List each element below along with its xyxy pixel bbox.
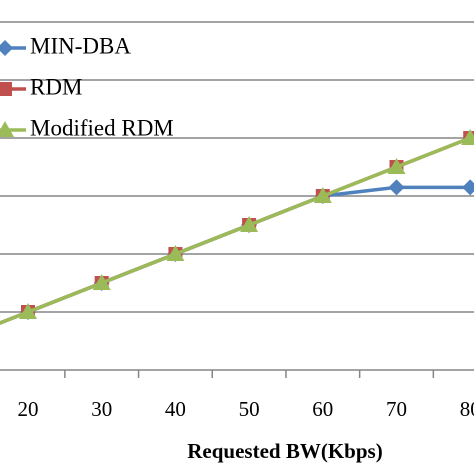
marker	[461, 129, 474, 146]
series-line	[0, 136, 471, 325]
legend: MIN-DBA RDM Modified RDM	[0, 33, 174, 140]
marker	[387, 158, 406, 175]
x-tick-label: 40	[165, 397, 186, 421]
series-line	[0, 185, 471, 325]
x-axis-label: Requested BW(Kbps)	[187, 439, 382, 463]
x-tick-label: 70	[386, 397, 407, 421]
marker	[166, 245, 185, 262]
marker	[92, 274, 111, 291]
legend-label: MIN-DBA	[30, 33, 131, 58]
x-tick-label: 60	[312, 397, 333, 421]
marker	[240, 216, 259, 233]
legend-label: Modified RDM	[30, 115, 174, 140]
grid	[0, 21, 474, 313]
marker	[0, 40, 13, 56]
x-tick-label: 50	[239, 397, 260, 421]
marker	[462, 179, 474, 196]
marker	[19, 303, 37, 320]
plot-area	[0, 129, 474, 325]
x-tick-label: 80	[460, 397, 474, 421]
marker	[0, 121, 14, 137]
legend-label: RDM	[30, 74, 82, 99]
marker	[313, 187, 332, 204]
marker	[0, 82, 12, 96]
x-tick-label: 20	[18, 397, 39, 421]
x-tick-label: 30	[91, 397, 112, 421]
marker	[388, 179, 405, 196]
x-tick-marks	[64, 370, 435, 378]
